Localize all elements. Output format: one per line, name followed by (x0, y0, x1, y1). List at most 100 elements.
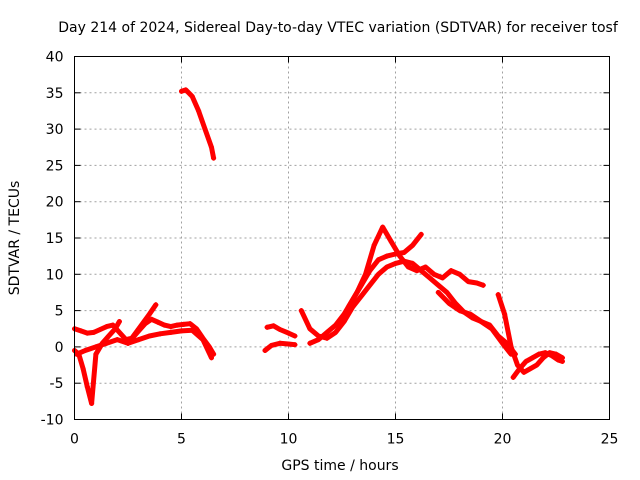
data-point-marker (286, 330, 291, 336)
data-point-marker (371, 242, 377, 248)
grid-lines (74, 56, 610, 420)
series-trace (435, 289, 514, 357)
x-tick-label: 0 (70, 432, 79, 448)
data-point-marker (208, 355, 214, 361)
data-point-marker (153, 302, 159, 308)
x-axis-label: GPS time / hours (281, 458, 398, 474)
data-point-marker (211, 155, 217, 161)
data-point-marker (431, 271, 437, 277)
x-tick-label: 5 (177, 432, 186, 448)
series-seg-late-1 (495, 292, 565, 375)
data-point-marker (125, 340, 131, 346)
data-point-marker (555, 357, 561, 363)
data-point-marker (315, 337, 321, 343)
data-point-marker (181, 321, 187, 327)
data-point-marker (495, 292, 501, 298)
data-point-marker (292, 333, 298, 339)
y-axis-label: SDTVAR / TECUs (7, 181, 23, 296)
data-point-marker (262, 348, 268, 354)
data-point-marker (155, 319, 161, 325)
y-tick-label: 35 (46, 86, 64, 102)
data-point-marker (549, 353, 555, 359)
y-tick-label: 10 (46, 267, 64, 283)
data-point-marker (500, 340, 505, 346)
series-seg-mid-5 (345, 224, 486, 310)
data-point-marker (193, 326, 199, 332)
data-point-marker (298, 308, 304, 314)
data-point-marker (440, 275, 446, 281)
series-trace (125, 327, 214, 361)
data-point-marker (354, 289, 360, 295)
data-point-marker (380, 224, 386, 230)
data-point-marker (89, 401, 95, 407)
data-point-marker (104, 324, 110, 330)
data-point-marker (149, 316, 155, 322)
data-point-marker (489, 326, 495, 332)
x-tick-labels: 0 5 10 15 20 25 (70, 432, 618, 448)
data-point-marker (82, 348, 88, 354)
y-tick-labels: -10 -5 0 5 10 15 20 25 30 35 40 (41, 50, 64, 429)
data-point-marker (345, 304, 351, 310)
data-point-marker (444, 289, 450, 295)
data-point-marker (523, 358, 529, 364)
data-series (72, 87, 565, 407)
data-point-marker (146, 333, 152, 339)
data-point-marker (410, 260, 416, 266)
data-point-marker (324, 329, 330, 335)
data-point-marker (84, 384, 90, 390)
y-tick-label: 15 (46, 231, 64, 247)
series-trace (179, 87, 217, 161)
data-point-marker (104, 340, 110, 346)
data-point-marker (559, 358, 565, 364)
data-point-marker (307, 326, 313, 332)
data-point-marker (529, 355, 535, 361)
data-point-marker (448, 268, 454, 274)
data-point-marker (540, 355, 546, 361)
series-trace (72, 319, 122, 406)
x-tick-label: 10 (280, 432, 298, 448)
data-point-marker (467, 311, 473, 317)
data-point-marker (208, 144, 214, 150)
y-tick-label: 0 (55, 340, 64, 356)
series-seg-high (179, 87, 217, 161)
data-point-marker (446, 300, 452, 306)
data-point-marker (189, 327, 195, 333)
data-point-marker (80, 366, 86, 372)
data-point-marker (202, 126, 208, 132)
data-point-marker (478, 318, 484, 324)
data-point-marker (277, 340, 283, 346)
series-seg-late-2 (510, 350, 565, 380)
y-tick-label: 20 (46, 195, 64, 211)
data-point-marker (168, 324, 174, 330)
chart-title: Day 214 of 2024, Sidereal Day-to-day VTE… (58, 20, 619, 36)
data-point-marker (136, 326, 142, 332)
series-seg-early-4 (125, 327, 214, 361)
data-point-marker (116, 318, 122, 324)
data-point-marker (187, 321, 193, 327)
data-point-marker (114, 337, 120, 343)
data-point-marker (179, 328, 184, 334)
data-point-marker (457, 271, 463, 277)
data-point-marker (418, 231, 424, 237)
data-point-marker (527, 366, 533, 372)
data-point-marker (474, 280, 480, 286)
data-point-marker (384, 253, 390, 259)
series-seg-mid-1 (262, 340, 298, 354)
series-trace (264, 323, 298, 339)
x-tick-label: 20 (494, 432, 512, 448)
data-point-marker (93, 351, 99, 357)
data-point-marker (286, 341, 291, 347)
data-point-marker (271, 323, 277, 329)
data-point-marker (292, 342, 298, 348)
data-point-marker (393, 260, 398, 266)
data-point-marker (97, 326, 103, 332)
y-tick-label: 40 (46, 50, 64, 66)
plot-frame (74, 56, 610, 420)
data-point-marker (435, 282, 441, 288)
data-point-marker (91, 329, 97, 335)
data-point-marker (435, 289, 441, 295)
data-point-marker (161, 322, 167, 328)
y-tick-label: 30 (46, 122, 64, 138)
data-point-marker (146, 311, 152, 317)
data-point-marker (358, 293, 364, 299)
